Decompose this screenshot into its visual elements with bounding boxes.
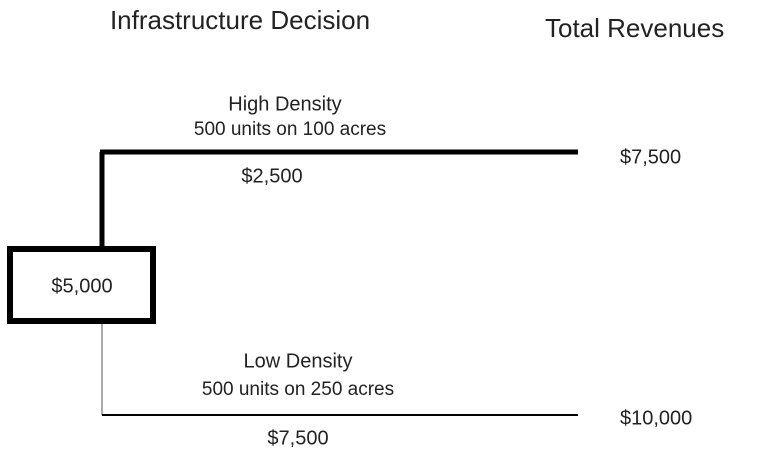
column-title: Total Revenues (545, 13, 724, 43)
branch-name: Low Density (244, 350, 353, 372)
branch-cost: $2,500 (241, 165, 302, 187)
branch-description: 500 units on 250 acres (202, 379, 394, 400)
revenue: $10,000 (620, 407, 692, 429)
branch-description: 500 units on 100 acres (194, 119, 386, 140)
revenue: $7,500 (620, 146, 681, 168)
branch-name: High Density (228, 93, 341, 115)
node-label: $5,000 (51, 275, 112, 297)
decision-node (7, 246, 156, 324)
branch-cost: $7,500 (267, 427, 328, 449)
title: Infrastructure Decision (110, 5, 370, 35)
